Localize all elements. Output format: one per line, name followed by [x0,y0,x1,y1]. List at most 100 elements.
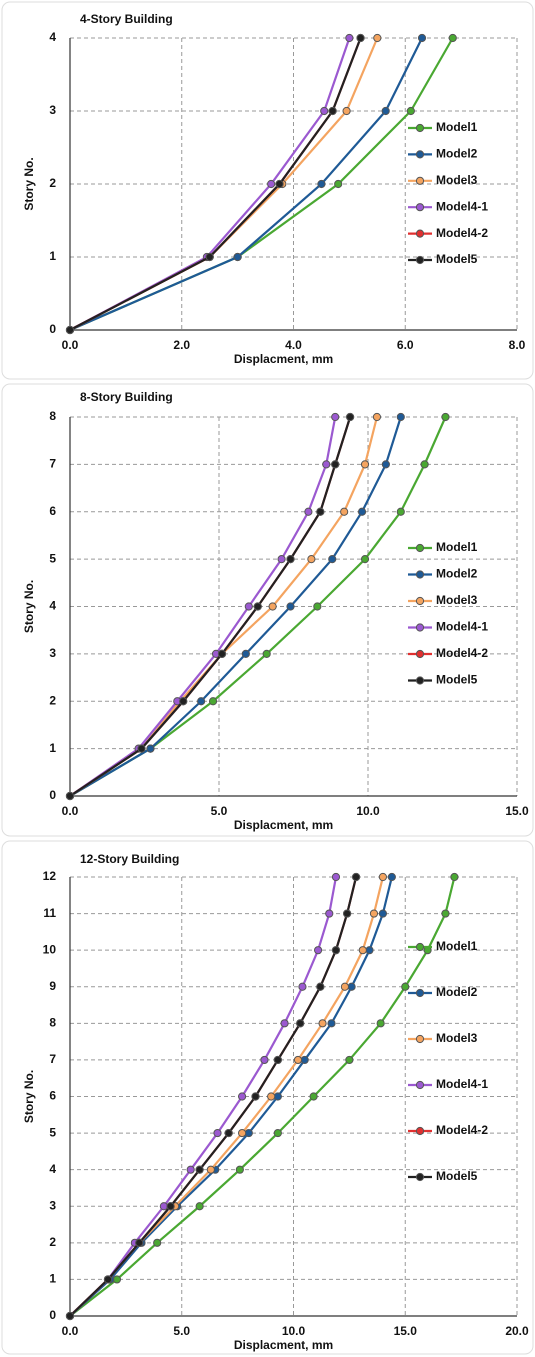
y-tick-label: 2 [49,176,56,190]
y-tick-label: 12 [43,869,57,883]
legend-marker [415,1080,425,1090]
data-point [208,697,218,706]
data-point [251,1092,260,1101]
data-point [153,1238,162,1247]
data-point [396,507,405,516]
legend-label: Model1 [436,540,478,554]
data-point [331,946,341,955]
data-point [235,1165,244,1174]
data-point [372,412,382,422]
data-point [293,1055,303,1065]
data-point [65,1311,75,1321]
data-point [267,1092,276,1101]
data-point [369,909,379,918]
y-tick-label: 1 [49,741,56,755]
data-point [103,1275,113,1284]
data-point [448,33,457,43]
data-point [347,982,356,991]
y-tick-label: 11 [43,906,56,920]
data-point [406,106,415,116]
data-point [328,555,337,564]
x-tick-label: 8.0 [509,338,526,352]
legend-label: Model4-2 [436,226,488,240]
y-tick-label: 0 [49,1308,56,1322]
legend-label: Model3 [436,593,478,607]
legend-marker [415,988,425,998]
data-point [275,179,284,189]
legend-label: Model2 [436,985,478,999]
y-tick-label: 6 [49,504,56,518]
data-point [320,106,329,116]
legend-label: Model2 [436,567,478,581]
data-point [345,33,354,43]
x-tick-label: 5.0 [211,804,228,818]
legend-marker [415,123,425,133]
data-point [213,1128,222,1138]
y-axis-label: Story No. [22,580,36,633]
y-tick-label: 0 [49,322,56,336]
x-axis-label: Displacment, mm [234,1338,333,1352]
y-tick-label: 7 [49,457,56,471]
data-point [334,179,343,189]
chart-title: 8-Story Building [80,390,173,404]
x-tick-label: 15.0 [394,1324,418,1338]
x-axis-label: Displacment, mm [234,818,333,832]
data-point [340,507,349,516]
data-point [205,252,214,262]
data-point [166,1202,175,1211]
x-tick-label: 4.0 [285,338,302,352]
data-point [342,106,351,116]
data-point [112,1275,122,1284]
y-axis-label: Story No. [22,157,36,210]
data-point [300,1055,309,1065]
data-point [273,1092,282,1101]
y-tick-label: 3 [49,103,56,117]
data-point [396,412,405,422]
data-point [277,555,286,564]
data-point [316,982,325,991]
data-point [360,460,370,469]
data-point [360,555,370,564]
data-point [273,1128,282,1138]
legend-marker [415,203,425,212]
y-tick-label: 4 [49,599,56,613]
legend-label: Model5 [436,1169,478,1183]
legend-marker [415,1126,425,1136]
x-axis-label: Displacment, mm [234,352,333,366]
x-tick-label: 20.0 [505,1324,529,1338]
y-axis-label: Story No. [22,1070,36,1123]
y-tick-label: 5 [49,551,56,565]
data-point [325,909,334,918]
x-tick-label: 5.0 [173,1324,190,1338]
y-tick-label: 8 [49,409,56,423]
legend-label: Model4-2 [436,646,488,660]
legend-label: Model4-1 [436,1077,488,1091]
data-point [296,1019,305,1028]
data-point [179,697,188,706]
x-tick-label: 0.0 [62,338,79,352]
data-point [313,946,323,955]
data-point [401,982,410,991]
legend-label: Model3 [436,1031,478,1045]
data-point [331,412,340,422]
data-point [233,252,242,262]
x-tick-label: 6.0 [397,338,414,352]
data-point [376,1019,385,1028]
y-tick-label: 2 [49,1235,56,1249]
legend-marker [415,649,425,659]
y-tick-label: 2 [49,693,56,707]
legend-marker [415,176,425,185]
data-point [197,697,206,706]
data-point [346,412,355,422]
legend-marker [415,942,425,952]
y-tick-label: 1 [49,249,56,263]
data-point [441,909,450,918]
legend-label: Model4-2 [436,1123,488,1137]
x-tick-label: 10.0 [282,1324,306,1338]
legend-marker [415,623,425,632]
data-point [253,602,262,611]
x-tick-label: 15.0 [505,804,529,818]
data-point [381,106,390,116]
legend-label: Model5 [436,252,478,266]
data-point [286,602,295,611]
